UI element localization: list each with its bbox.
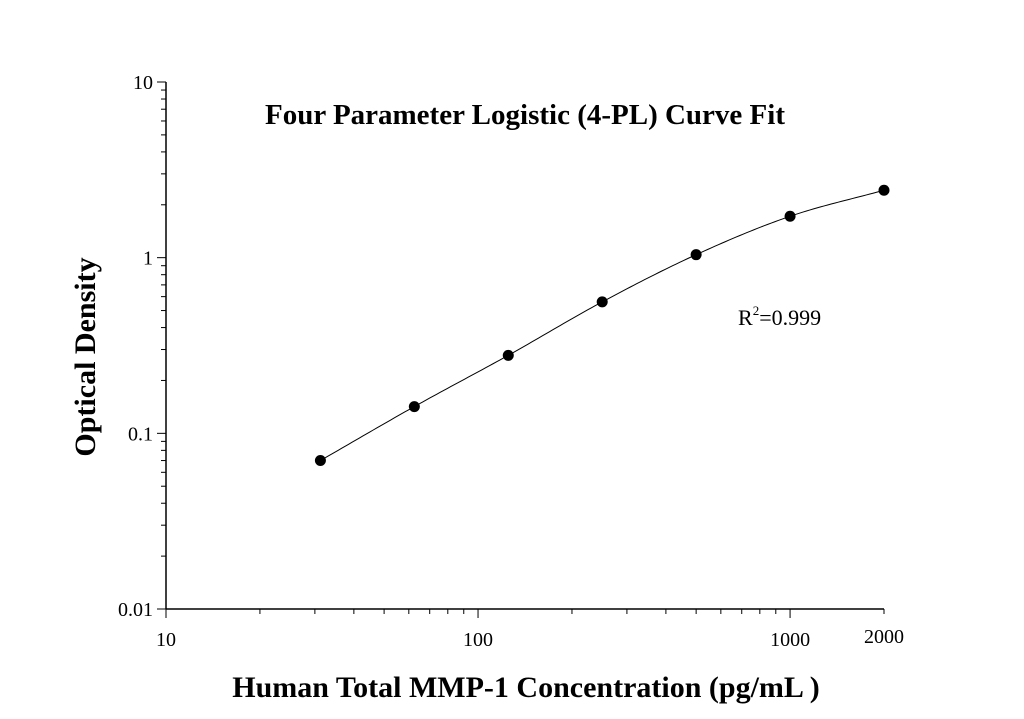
tick-labels: 0.01 0.1 1 10 10 100 1000 2000 — [118, 72, 904, 651]
y-tick-label: 0.1 — [128, 423, 153, 445]
y-tick-label: 1 — [143, 248, 153, 270]
data-points — [314, 184, 890, 467]
x-axis-title: Human Total MMP-1 Concentration (pg/mL ) — [232, 671, 820, 704]
data-point — [314, 455, 326, 467]
r-superscript: 2 — [753, 303, 760, 318]
y-tick-label: 10 — [133, 72, 153, 94]
r-value: =0.999 — [759, 305, 821, 330]
axis-ticks — [157, 81, 885, 618]
y-tick-label: 0.01 — [118, 599, 153, 621]
data-point — [878, 184, 890, 196]
data-point — [784, 210, 796, 222]
x-tick-label: 1000 — [770, 629, 810, 651]
x-tick-label: 10 — [156, 629, 176, 651]
r-squared-annotation: R2=0.999 — [738, 303, 821, 330]
y-axis-title: Optical Density — [69, 257, 102, 456]
data-point — [408, 401, 420, 413]
chart-title: Four Parameter Logistic (4-PL) Curve Fit — [265, 99, 785, 131]
x-tick-label: 2000 — [864, 626, 904, 648]
data-point — [596, 296, 608, 308]
data-point — [690, 249, 702, 261]
x-tick-label: 100 — [463, 629, 493, 651]
data-point — [502, 349, 514, 361]
r-label: R — [738, 305, 753, 330]
